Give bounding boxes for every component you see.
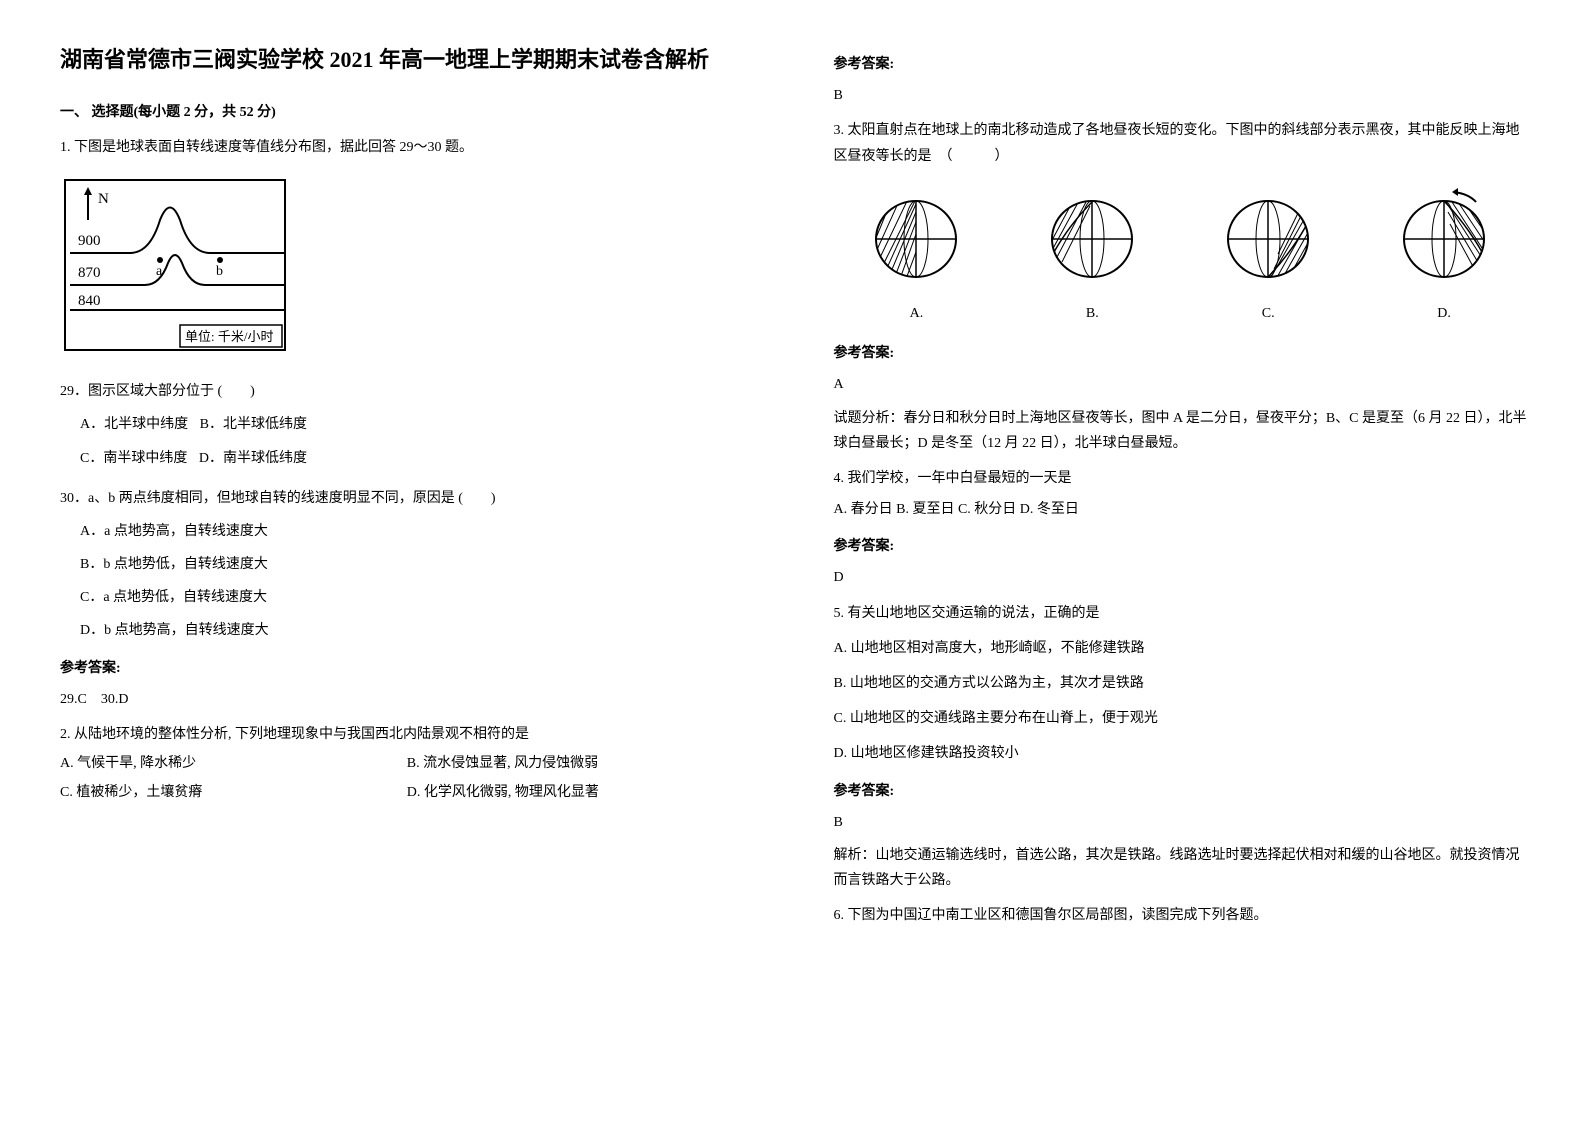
q2-optD: D. 化学风化微弱, 物理风化显著 <box>407 780 754 805</box>
q6-stem: 6. 下图为中国辽中南工业区和德国鲁尔区局部图，读图完成下列各题。 <box>834 903 1528 928</box>
globe-b-label: B. <box>1009 301 1175 326</box>
q3-answer-label: 参考答案: <box>834 341 1528 366</box>
q1-answer-label: 参考答案: <box>60 656 754 681</box>
q2-stem: 2. 从陆地环境的整体性分析, 下列地理现象中与我国西北内陆景观不相符的是 <box>60 722 754 747</box>
val-870: 870 <box>78 265 101 281</box>
right-column: 参考答案: B 3. 太阳直射点在地球上的南北移动造成了各地昼夜长短的变化。下图… <box>834 40 1528 939</box>
q29-optB: B．北半球低纬度 <box>200 417 307 432</box>
contour-diagram: N 900 870 840 a b <box>60 175 290 364</box>
val-900: 900 <box>78 233 101 249</box>
unit-label: 单位: 千米/小时 <box>185 329 273 344</box>
q5-optA: A. 山地地区相对高度大，地形崎岖，不能修建铁路 <box>834 636 1528 661</box>
q29-optA: A．北半球中纬度 <box>80 417 188 432</box>
q4-stem: 4. 我们学校，一年中白昼最短的一天是 <box>834 466 1528 491</box>
globe-a: A. <box>834 194 1000 326</box>
q1-answer: 29.C 30.D <box>60 687 754 712</box>
question-6: 6. 下图为中国辽中南工业区和德国鲁尔区局部图，读图完成下列各题。 <box>834 903 1528 928</box>
q2-answer-label: 参考答案: <box>834 52 1528 77</box>
globe-d: D. <box>1361 184 1527 326</box>
q2-optC: C. 植被稀少，土壤贫瘠 <box>60 780 407 805</box>
q5-stem: 5. 有关山地地区交通运输的说法，正确的是 <box>834 601 1528 626</box>
q2-optB: B. 流水侵蚀显著, 风力侵蚀微弱 <box>407 751 754 776</box>
question-5: 5. 有关山地地区交通运输的说法，正确的是 A. 山地地区相对高度大，地形崎岖，… <box>834 601 1528 894</box>
q5-answer-label: 参考答案: <box>834 779 1528 804</box>
q29-optD: D．南半球低纬度 <box>199 451 307 466</box>
q4-options: A. 春分日 B. 夏至日 C. 秋分日 D. 冬至日 <box>834 497 1528 522</box>
q3-answer: A <box>834 372 1528 397</box>
point-b: b <box>216 264 223 279</box>
q3-stem: 3. 太阳直射点在地球上的南北移动造成了各地昼夜长短的变化。下图中的斜线部分表示… <box>834 118 1528 168</box>
q1-stem: 1. 下图是地球表面自转线速度等值线分布图，据此回答 29～30 题。 <box>60 135 754 160</box>
q30-optD: D．b 点地势高，自转线速度大 <box>80 618 754 643</box>
q29-opt-ab: A．北半球中纬度 B．北半球低纬度 <box>80 412 754 437</box>
q30-optC: C．a 点地势低，自转线速度大 <box>80 585 754 610</box>
document-title: 湖南省常德市三阀实验学校 2021 年高一地理上学期期末试卷含解析 <box>60 40 754 80</box>
question-4: 4. 我们学校，一年中白昼最短的一天是 A. 春分日 B. 夏至日 C. 秋分日… <box>834 466 1528 591</box>
q3-analysis: 试题分析：春分日和秋分日时上海地区昼夜等长，图中 A 是二分日，昼夜平分；B、C… <box>834 406 1528 456</box>
globe-b: B. <box>1009 194 1175 326</box>
q4-answer: D <box>834 565 1528 590</box>
section-header: 一、 选择题(每小题 2 分，共 52 分) <box>60 100 754 125</box>
q2-answer: B <box>834 83 1528 108</box>
question-2: 2. 从陆地环境的整体性分析, 下列地理现象中与我国西北内陆景观不相符的是 A.… <box>60 722 754 806</box>
globe-c-label: C. <box>1185 301 1351 326</box>
q30-optB: B．b 点地势低，自转线速度大 <box>80 552 754 577</box>
globe-c: C. <box>1185 194 1351 326</box>
q4-answer-label: 参考答案: <box>834 534 1528 559</box>
q2-optA: A. 气候干旱, 降水稀少 <box>60 751 407 776</box>
q5-optC: C. 山地地区的交通线路主要分布在山脊上，便于观光 <box>834 706 1528 731</box>
question-1: 1. 下图是地球表面自转线速度等值线分布图，据此回答 29～30 题。 N 90… <box>60 135 754 712</box>
q5-optD: D. 山地地区修建铁路投资较小 <box>834 741 1528 766</box>
globes-row: A. <box>834 184 1528 326</box>
q29-stem: 29．图示区域大部分位于 ( ) <box>60 379 754 404</box>
left-column: 湖南省常德市三阀实验学校 2021 年高一地理上学期期末试卷含解析 一、 选择题… <box>60 40 754 939</box>
q29-optC: C．南半球中纬度 <box>80 451 187 466</box>
globe-d-label: D. <box>1361 301 1527 326</box>
q5-optB: B. 山地地区的交通方式以公路为主，其次才是铁路 <box>834 671 1528 696</box>
point-a: a <box>156 264 163 279</box>
q29-opt-cd: C．南半球中纬度 D．南半球低纬度 <box>80 446 754 471</box>
q5-answer: B <box>834 810 1528 835</box>
n-label: N <box>98 191 109 207</box>
globe-a-label: A. <box>834 301 1000 326</box>
q30-stem: 30．a、b 两点纬度相同，但地球自转的线速度明显不同，原因是 ( ) <box>60 486 754 511</box>
question-3: 3. 太阳直射点在地球上的南北移动造成了各地昼夜长短的变化。下图中的斜线部分表示… <box>834 118 1528 456</box>
val-840: 840 <box>78 293 101 309</box>
q30-optA: A．a 点地势高，自转线速度大 <box>80 519 754 544</box>
q5-analysis: 解析：山地交通运输选线时，首选公路，其次是铁路。线路选址时要选择起伏相对和缓的山… <box>834 843 1528 893</box>
